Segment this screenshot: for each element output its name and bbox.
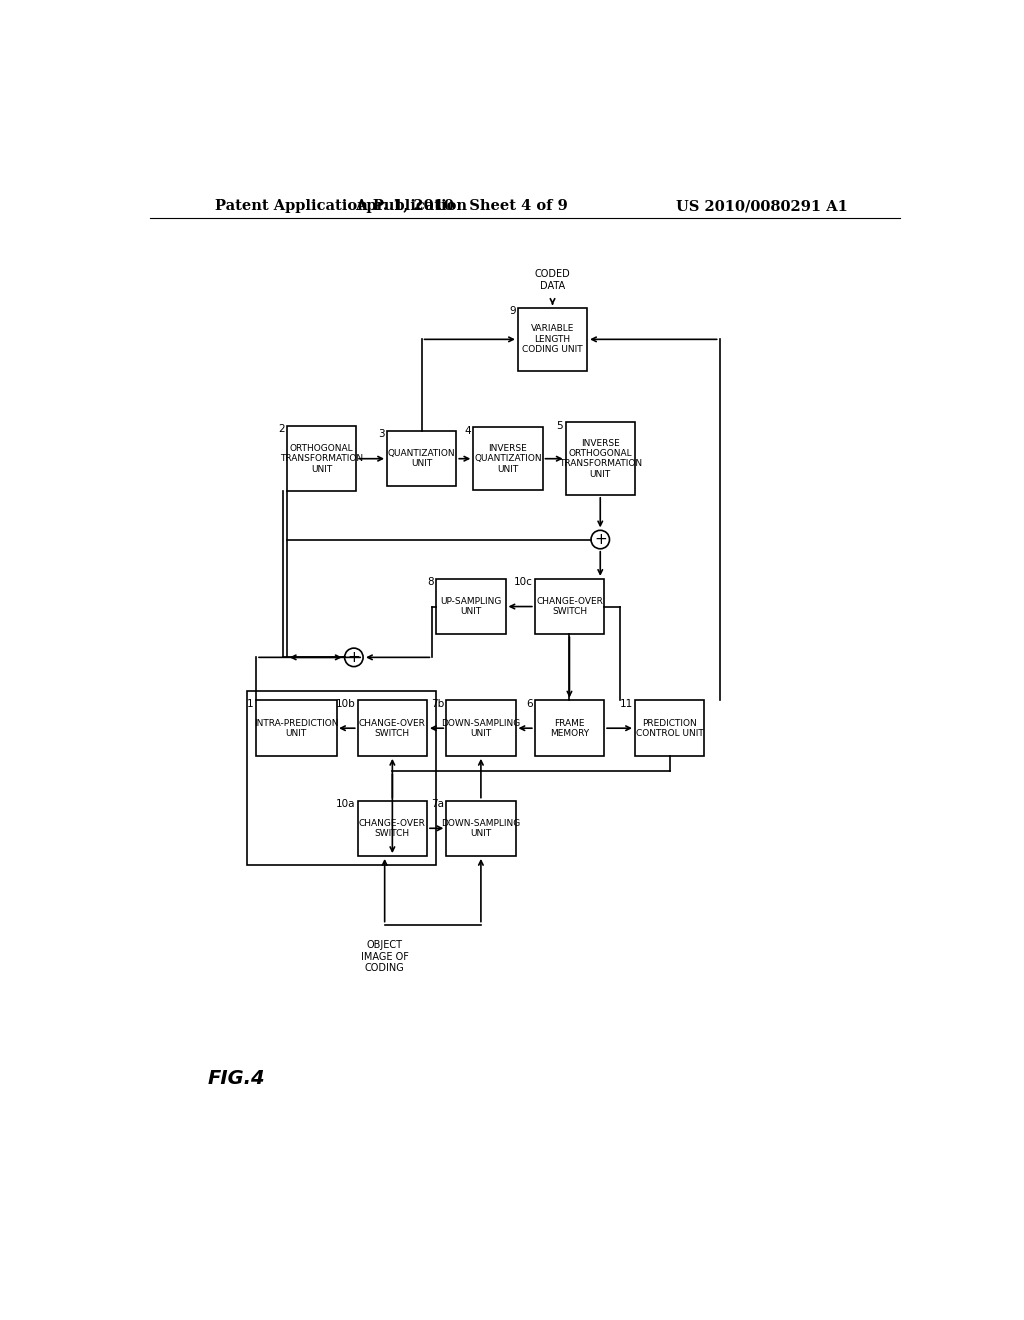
Text: 10a: 10a [336,799,355,809]
Bar [565,422,635,495]
Text: QUANTIZATION
UNIT: QUANTIZATION UNIT [388,449,456,469]
Text: Patent Application Publication: Patent Application Publication [215,199,467,213]
Text: 10b: 10b [336,700,355,709]
Bar [535,578,604,635]
Text: CHANGE-OVER
SWITCH: CHANGE-OVER SWITCH [359,818,426,838]
Text: 9: 9 [509,306,515,317]
Text: 1: 1 [247,700,253,709]
Text: 5: 5 [557,421,563,430]
Text: FRAME
MEMORY: FRAME MEMORY [550,718,589,738]
Text: Apr. 1, 2010   Sheet 4 of 9: Apr. 1, 2010 Sheet 4 of 9 [355,199,568,213]
Bar [473,428,543,490]
Bar [446,800,515,857]
Text: 4: 4 [464,425,471,436]
Text: US 2010/0080291 A1: US 2010/0080291 A1 [676,199,848,213]
Text: VARIABLE
LENGTH
CODING UNIT: VARIABLE LENGTH CODING UNIT [522,325,583,354]
Bar [387,432,457,487]
Text: OBJECT
IMAGE OF
CODING: OBJECT IMAGE OF CODING [360,940,409,973]
Text: ORTHOGONAL
TRANSFORMATION
UNIT: ORTHOGONAL TRANSFORMATION UNIT [280,444,364,474]
Text: 2: 2 [278,425,285,434]
Text: UP-SAMPLING
UNIT: UP-SAMPLING UNIT [440,597,502,616]
Bar [256,701,337,756]
Text: CHANGE-OVER
SWITCH: CHANGE-OVER SWITCH [359,718,426,738]
Bar [287,426,356,491]
Bar [357,800,427,857]
Text: CHANGE-OVER
SWITCH: CHANGE-OVER SWITCH [536,597,603,616]
Text: 8: 8 [427,577,434,587]
Text: 10c: 10c [514,577,532,587]
Text: INVERSE
ORTHOGONAL
TRANSFORMATION
UNIT: INVERSE ORTHOGONAL TRANSFORMATION UNIT [559,438,642,479]
Text: 7b: 7b [431,700,444,709]
Bar [635,701,705,756]
Text: CODED
DATA: CODED DATA [535,269,570,290]
Text: 6: 6 [526,700,532,709]
Bar [436,578,506,635]
Text: 11: 11 [620,700,633,709]
Text: FIG.4: FIG.4 [208,1069,265,1088]
Text: 7a: 7a [431,799,444,809]
Bar [446,701,515,756]
Bar [535,701,604,756]
Text: -: - [341,651,345,664]
Text: INTRA-PREDICTION
UNIT: INTRA-PREDICTION UNIT [254,718,338,738]
Text: 3: 3 [378,429,385,440]
Bar [518,308,587,371]
Bar [357,701,427,756]
Text: DOWN-SAMPLING
UNIT: DOWN-SAMPLING UNIT [441,718,520,738]
Text: +: + [594,532,606,546]
Text: INVERSE
QUANTIZATION
UNIT: INVERSE QUANTIZATION UNIT [474,444,542,474]
Text: +: + [347,649,360,665]
Text: DOWN-SAMPLING
UNIT: DOWN-SAMPLING UNIT [441,818,520,838]
Text: PREDICTION
CONTROL UNIT: PREDICTION CONTROL UNIT [636,718,703,738]
Bar [247,692,436,866]
